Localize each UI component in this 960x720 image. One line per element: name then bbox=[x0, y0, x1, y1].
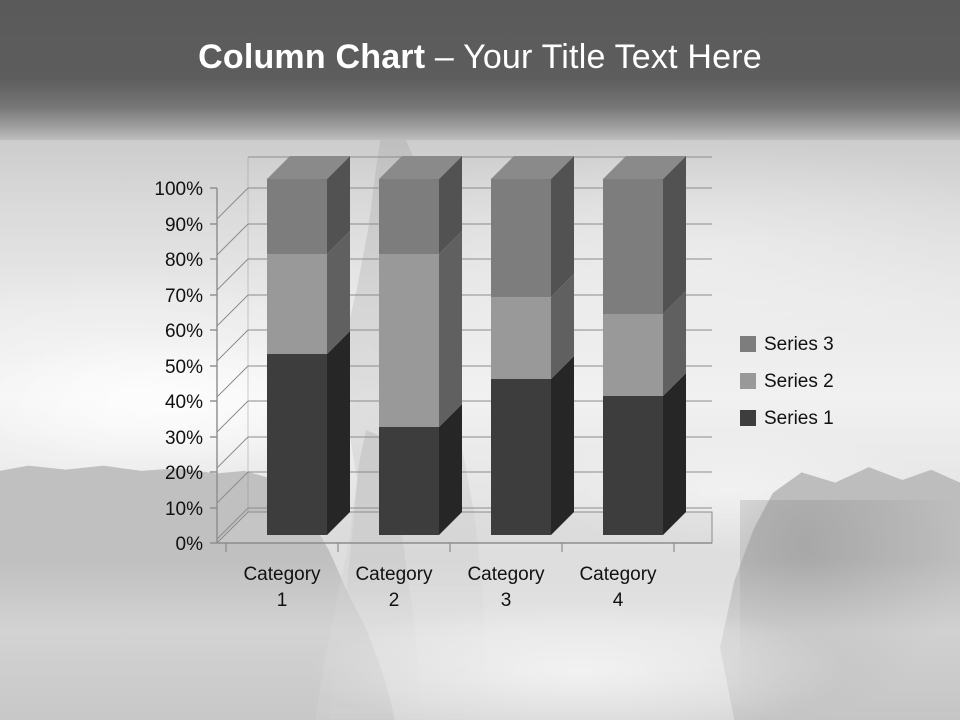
y-tick-label: 20% bbox=[165, 463, 203, 484]
legend-swatch-series-1 bbox=[740, 410, 756, 426]
bar-series3-cat4-side bbox=[663, 156, 686, 314]
column-category-4[interactable] bbox=[603, 156, 686, 535]
column-category-3[interactable] bbox=[491, 156, 574, 535]
x-category-number: 1 bbox=[277, 590, 288, 611]
x-axis-ticks bbox=[225, 543, 675, 552]
bar-series3-cat1-side bbox=[327, 156, 350, 254]
bar-series1-cat4-front bbox=[603, 396, 663, 535]
column-category-1[interactable] bbox=[267, 156, 350, 535]
bar-series3-cat1-front bbox=[267, 179, 327, 254]
bottom-haze bbox=[0, 560, 960, 720]
bar-series1-cat1-front bbox=[267, 354, 327, 535]
y-tick-label: 100% bbox=[154, 179, 203, 200]
bar-cat4-top bbox=[603, 156, 686, 179]
title-dash: – bbox=[425, 38, 464, 76]
bar-cat3-top bbox=[491, 156, 574, 179]
bar-series1-cat1-side bbox=[327, 331, 350, 535]
bar-series1-cat2-side bbox=[439, 404, 462, 535]
x-axis-labels: Category 1 Category 2 Category 3 Categor… bbox=[243, 564, 657, 611]
y-tick-label: 70% bbox=[165, 286, 203, 307]
bar-series2-cat4-front bbox=[603, 314, 663, 396]
x-category-label: Category bbox=[355, 564, 433, 585]
legend-label-series-1: Series 1 bbox=[764, 408, 834, 429]
y-tick-label: 50% bbox=[165, 357, 203, 378]
bar-series2-cat2-front bbox=[379, 254, 439, 427]
bar-series3-cat2-side bbox=[439, 156, 462, 254]
bar-series2-cat4-side bbox=[663, 291, 686, 396]
legend-label-series-3: Series 3 bbox=[764, 334, 834, 355]
y-tick-label: 0% bbox=[176, 534, 204, 555]
x-category-number: 2 bbox=[389, 590, 400, 611]
bar-series2-cat3-side bbox=[551, 274, 574, 379]
y-axis-ticks bbox=[210, 187, 217, 544]
bar-series2-cat1-side bbox=[327, 231, 350, 354]
x-category-number: 3 bbox=[501, 590, 512, 611]
bar-series3-cat4-front bbox=[603, 179, 663, 314]
bar-series1-cat2-front bbox=[379, 427, 439, 535]
bar-series2-cat1-front bbox=[267, 254, 327, 354]
y-axis-labels: 100% 90% 80% 70% 60% 50% 40% 30% 20% 10%… bbox=[154, 179, 203, 555]
bar-series2-cat2-side bbox=[439, 231, 462, 427]
y-tick-label: 30% bbox=[165, 428, 203, 449]
bar-cat2-top bbox=[379, 156, 462, 179]
title-bold-part: Column Chart bbox=[198, 38, 426, 76]
bar-cat1-top bbox=[267, 156, 350, 179]
title-rest-part: Your Title Text Here bbox=[463, 38, 762, 76]
legend-label-series-2: Series 2 bbox=[764, 371, 834, 392]
chart-legend[interactable]: Series 3 Series 2 Series 1 bbox=[740, 334, 834, 429]
x-category-number: 4 bbox=[613, 590, 624, 611]
bar-series1-cat3-side bbox=[551, 356, 574, 535]
x-category-label: Category bbox=[243, 564, 321, 585]
y-tick-label: 80% bbox=[165, 250, 203, 271]
y-tick-label: 10% bbox=[165, 499, 203, 520]
bar-series3-cat3-side bbox=[551, 156, 574, 297]
bar-series3-cat3-front bbox=[491, 179, 551, 297]
cloud-bottom bbox=[300, 600, 860, 720]
title-band bbox=[0, 0, 960, 140]
bar-series1-cat3-front bbox=[491, 379, 551, 535]
legend-swatch-series-3 bbox=[740, 336, 756, 352]
x-category-label: Category bbox=[467, 564, 545, 585]
x-category-label: Category bbox=[579, 564, 657, 585]
bar-series1-cat4-side bbox=[663, 373, 686, 535]
page-title: Column Chart – Your Title Text Here bbox=[0, 36, 960, 78]
y-tick-label: 90% bbox=[165, 215, 203, 236]
y-tick-label: 60% bbox=[165, 321, 203, 342]
bar-series2-cat3-front bbox=[491, 297, 551, 379]
column-category-2[interactable] bbox=[379, 156, 462, 535]
legend-swatch-series-2 bbox=[740, 373, 756, 389]
bar-series3-cat2-front bbox=[379, 179, 439, 254]
y-tick-label: 40% bbox=[165, 392, 203, 413]
